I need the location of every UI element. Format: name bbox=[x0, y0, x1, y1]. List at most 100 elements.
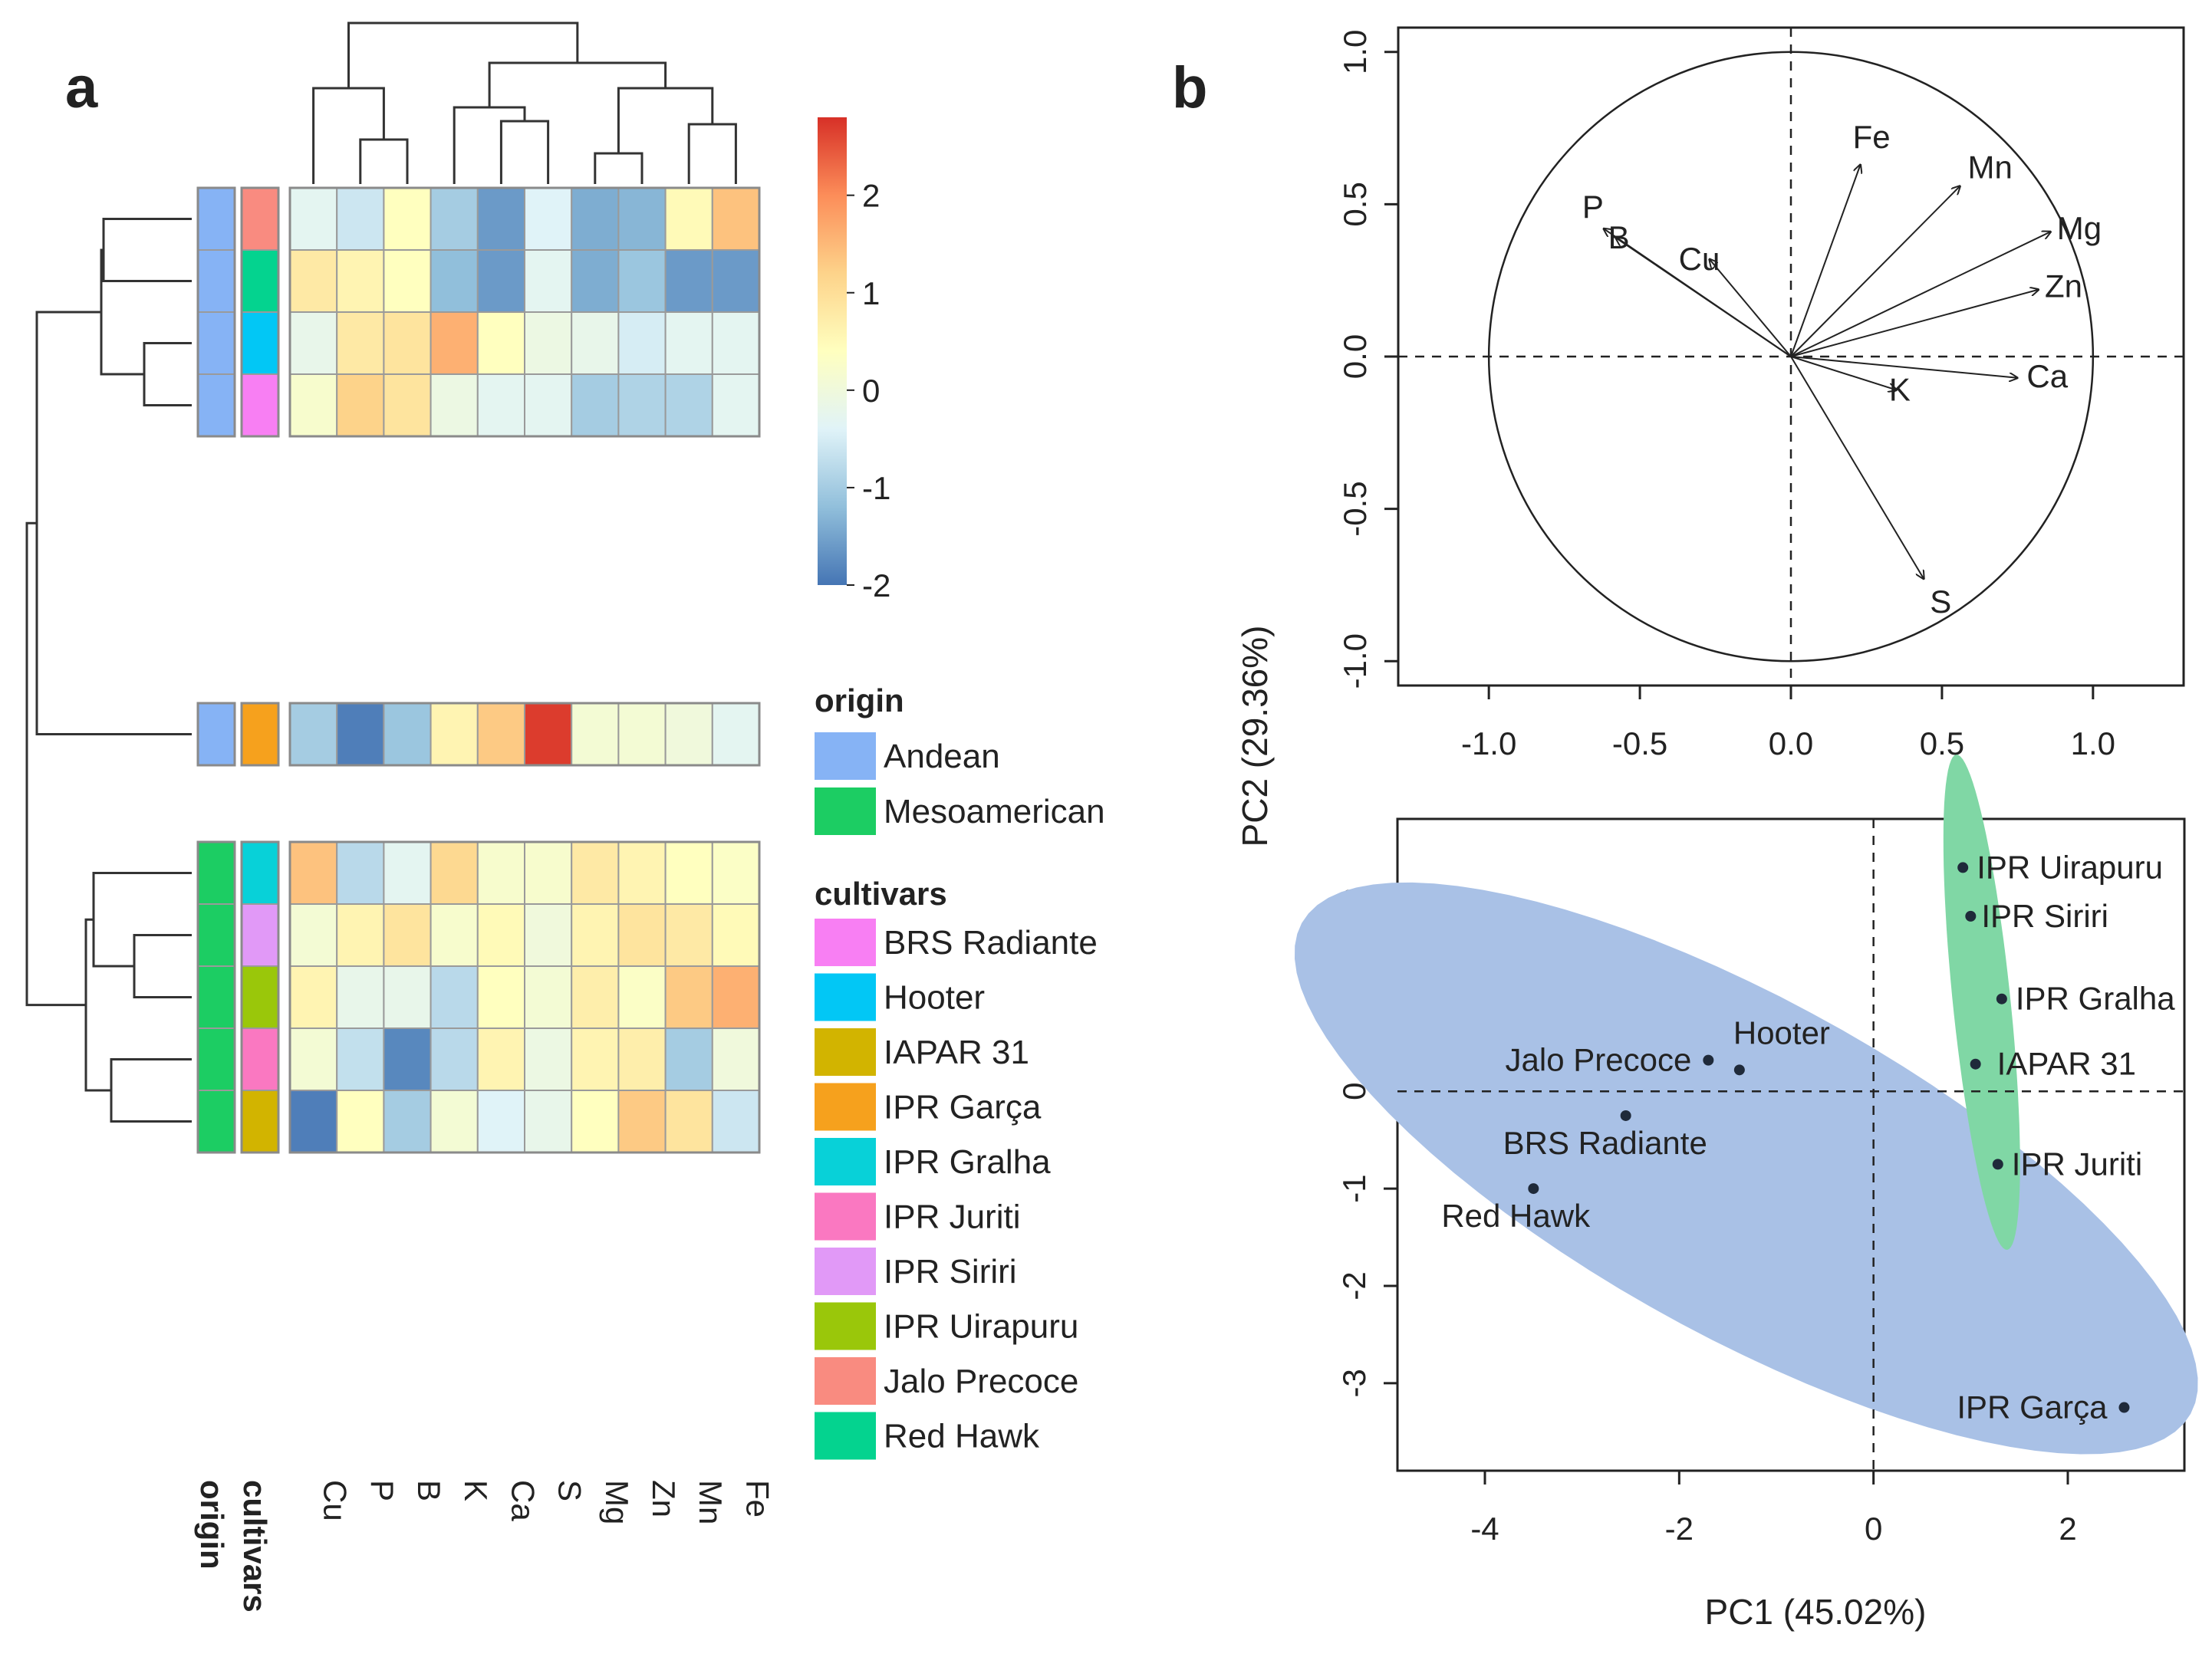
dendro-row-link bbox=[100, 248, 144, 376]
loading-label-p: P bbox=[1582, 189, 1604, 225]
pca-scores-x-tick-label: -4 bbox=[1470, 1511, 1499, 1547]
dendro-row-link bbox=[133, 934, 192, 998]
legend-cultivar-label: IPR Juriti bbox=[884, 1198, 1020, 1236]
loading-arrow-k bbox=[1790, 356, 1897, 390]
loading-label-s: S bbox=[1930, 584, 1951, 620]
heatmap-cell-jalo-precoce-mg bbox=[571, 187, 620, 251]
origin-bar-cell bbox=[197, 903, 235, 967]
heatmap-cell-brs-radiante-p bbox=[336, 373, 385, 437]
score-label-jalo-precoce: Jalo Precoce bbox=[1506, 1042, 1692, 1078]
legend-cultivar-swatch bbox=[815, 919, 876, 966]
legend-cultivar-items: BRS Radiante Hooter IAPAR 31 IPR Garça IPR G… bbox=[815, 919, 1098, 1460]
dendro-col-link bbox=[594, 152, 644, 184]
heatmap-cell-hooter-mg bbox=[571, 311, 620, 375]
heatmap-cell-ipr-gar-a-ca bbox=[476, 702, 525, 766]
loading-arrow-mn bbox=[1790, 186, 1960, 357]
heatmap-cell-red-hawk-fe bbox=[711, 249, 760, 313]
heatmap-cell-jalo-precoce-ca bbox=[476, 187, 525, 251]
column-label-s: S bbox=[552, 1480, 588, 1501]
score-point-ipr-gar-a bbox=[2118, 1402, 2130, 1413]
origin-bar-cell bbox=[197, 965, 235, 1029]
legend-cultivar-label: Hooter bbox=[884, 979, 985, 1017]
origin-bar-cell bbox=[197, 1027, 235, 1091]
heatmap-cell-ipr-uirapuru-b bbox=[383, 965, 432, 1029]
legend-origin-swatch bbox=[815, 732, 876, 780]
heatmap-cell-ipr-siriri-s bbox=[524, 903, 573, 967]
dendro-row-link bbox=[110, 1058, 192, 1123]
score-label-red-hawk: Red Hawk bbox=[1441, 1198, 1591, 1234]
pca-vars-x-tick-label: 1.0 bbox=[2071, 725, 2115, 761]
pca-vars-y-tick-label: 1.0 bbox=[1337, 30, 1373, 74]
heatmap-cell-ipr-gar-a-mn bbox=[664, 702, 713, 766]
origin-bar-cell bbox=[197, 702, 235, 766]
heatmap-cell-ipr-uirapuru-cu bbox=[289, 965, 338, 1029]
heatmap-cell-ipr-gralha-zn bbox=[617, 841, 667, 905]
score-label-brs-radiante: BRS Radiante bbox=[1503, 1125, 1707, 1161]
origin-bar-cell bbox=[197, 311, 235, 375]
column-label-p: P bbox=[364, 1480, 400, 1501]
heatmap-cell-ipr-siriri-fe bbox=[711, 903, 760, 967]
heatmap-cell-ipr-siriri-p bbox=[336, 903, 385, 967]
origin-group-border bbox=[196, 840, 236, 1154]
legend-cultivar-label: Jalo Precoce bbox=[884, 1363, 1078, 1400]
loading-arrow-mg bbox=[1790, 232, 2051, 357]
legend-cultivar-label: IPR Uirapuru bbox=[884, 1308, 1078, 1346]
score-label-ipr-juriti: IPR Juriti bbox=[2012, 1146, 2142, 1182]
heatmap-cell-ipr-gralha-fe bbox=[711, 841, 760, 905]
heatmap-cell-red-hawk-k bbox=[430, 249, 479, 313]
loading-label-ca: Ca bbox=[2026, 358, 2068, 394]
heatmap-cell-ipr-gralha-mn bbox=[664, 841, 713, 905]
panel-label-a: a bbox=[65, 55, 98, 120]
heatmap-cell-ipr-uirapuru-fe bbox=[711, 965, 760, 1029]
legend-origin-title: origin bbox=[815, 682, 904, 718]
loading-arrow-s bbox=[1790, 356, 1924, 579]
colorbar-tick-label: 0 bbox=[862, 373, 880, 409]
heatmap-cell-jalo-precoce-zn bbox=[617, 187, 667, 251]
heatmap-cell-jalo-precoce-k bbox=[430, 187, 479, 251]
heatmap-cell-ipr-gar-a-s bbox=[524, 702, 573, 766]
legend-cultivar-swatch bbox=[815, 1357, 876, 1405]
cultivar-group-border bbox=[240, 186, 280, 438]
heatmap-cell-hooter-fe bbox=[711, 311, 760, 375]
score-point-ipr-gralha bbox=[1996, 993, 2007, 1004]
legend-origin-items: Andean Mesoamerican bbox=[815, 732, 1105, 835]
heatmap-cell-ipr-gar-a-p bbox=[336, 702, 385, 766]
pca-vars-x-tick-label: -1.0 bbox=[1461, 725, 1516, 761]
loading-label-cu: Cu bbox=[1679, 241, 1720, 277]
heatmap-cell-ipr-gar-a-zn bbox=[617, 702, 667, 766]
cultivar-bar-cell bbox=[241, 373, 279, 437]
heatmap-cell-iapar-31-ca bbox=[476, 1090, 525, 1153]
heatmap-cell-ipr-juriti-k bbox=[430, 1027, 479, 1091]
heatmap-cell-ipr-uirapuru-k bbox=[430, 965, 479, 1029]
pca-vars-content: PB Cu Fe Mn Mg Zn K Ca S bbox=[1398, 28, 2184, 686]
heatmap-cell-ipr-siriri-mn bbox=[664, 903, 713, 967]
heatmap-cell-ipr-juriti-zn bbox=[617, 1027, 667, 1091]
column-label-k: K bbox=[458, 1480, 494, 1501]
column-label-cu: Cu bbox=[318, 1480, 354, 1521]
annotation-header-origin: origin bbox=[194, 1480, 230, 1570]
loading-arrow-b bbox=[1616, 238, 1792, 357]
heatmap-cell-brs-radiante-zn bbox=[617, 373, 667, 437]
cultivar-bar-cell bbox=[241, 249, 279, 313]
score-point-hooter bbox=[1733, 1064, 1745, 1076]
loading-label-zn: Zn bbox=[2045, 268, 2082, 304]
dendro-col-link bbox=[488, 61, 667, 107]
mesoamerican-ellipse bbox=[1943, 755, 2020, 1250]
legend-origin-swatch bbox=[815, 787, 876, 835]
heatmap-cell-hooter-cu bbox=[289, 311, 338, 375]
column-labels: Cu P B K Ca S Mg Zn Mn Fe bbox=[318, 1480, 776, 1524]
legend-cultivar-label: IPR Gralha bbox=[884, 1143, 1051, 1181]
loading-arrow-zn bbox=[1790, 290, 2039, 357]
heatmap-cell-ipr-gralha-mg bbox=[571, 841, 620, 905]
heatmap-cell-brs-radiante-ca bbox=[476, 373, 525, 437]
group-borders bbox=[196, 186, 761, 1154]
heatmap-cell-hooter-ca bbox=[476, 311, 525, 375]
pca-scores-y-tick-label: -2 bbox=[1336, 1271, 1372, 1300]
heatmap-cell-hooter-mn bbox=[664, 311, 713, 375]
heatmap-cell-ipr-juriti-mg bbox=[571, 1027, 620, 1091]
heatmap-cell-red-hawk-s bbox=[524, 249, 573, 313]
heatmap-cells bbox=[289, 187, 760, 1153]
loading-label-fe: Fe bbox=[1853, 119, 1891, 155]
heatmap-cell-ipr-juriti-s bbox=[524, 1027, 573, 1091]
